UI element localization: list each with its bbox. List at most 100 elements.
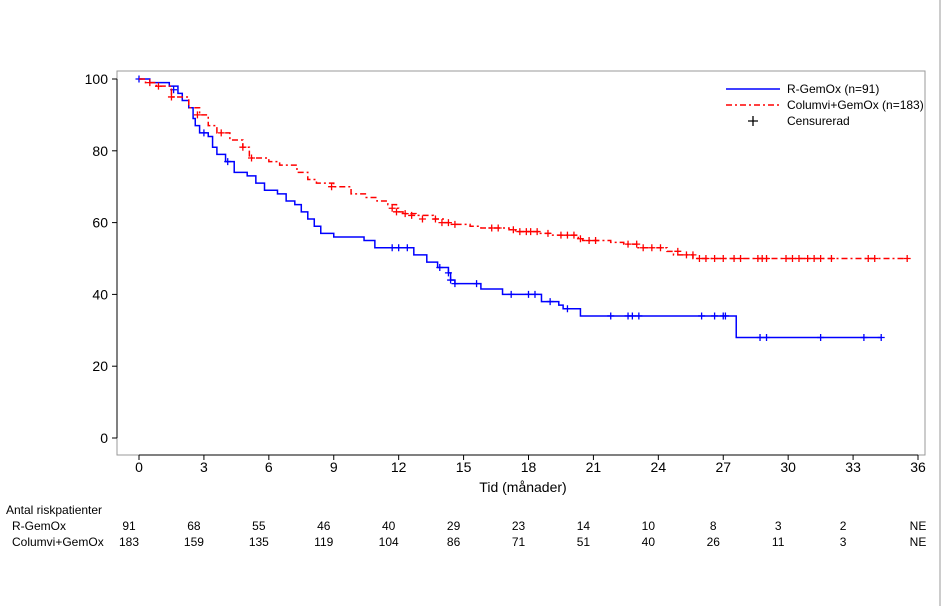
y-tick-label: 40 — [92, 286, 108, 302]
censor-mark — [763, 333, 771, 341]
censor-mark — [903, 255, 911, 262]
risk-count: 26 — [707, 535, 721, 549]
censor-mark — [864, 255, 872, 262]
censor-mark — [674, 247, 682, 255]
censor-mark — [711, 312, 719, 320]
x-tick-label: 33 — [845, 459, 861, 475]
risk-count: 51 — [577, 535, 591, 549]
censor-mark — [544, 229, 552, 237]
risk-row-label: R-GemOx — [12, 519, 66, 533]
censor-mark — [533, 228, 541, 236]
y-tick-label: 0 — [100, 430, 108, 446]
x-tick-label: 21 — [586, 459, 602, 475]
censor-mark — [635, 312, 643, 320]
risk-count: 104 — [379, 535, 399, 549]
censor-mark — [167, 93, 175, 101]
censor-mark — [546, 298, 554, 306]
x-axis-title: Tid (månader) — [479, 479, 566, 495]
risk-count: 3 — [840, 535, 847, 549]
censor-mark — [507, 290, 515, 298]
censor-mark — [860, 333, 868, 341]
x-tick-label: 15 — [456, 459, 472, 475]
survival-curve-r-gemox — [139, 78, 882, 339]
censor-mark — [817, 333, 825, 341]
x-tick-label: 18 — [521, 459, 537, 475]
risk-count: NE — [910, 535, 927, 549]
censor-mark — [248, 154, 256, 162]
censor-mark — [689, 251, 697, 259]
y-tick-label: 20 — [92, 358, 108, 374]
censor-mark — [698, 312, 706, 320]
censor-mark — [624, 240, 632, 248]
legend: R-GemOx (n=91) Columvi+GemOx (n=183) Censu… — [726, 82, 924, 128]
censor-mark — [782, 255, 790, 262]
plot-frame — [116, 70, 926, 456]
risk-count: 40 — [382, 519, 396, 533]
x-tick-label: 0 — [135, 459, 143, 475]
censor-mark — [494, 224, 502, 232]
censor-mark — [795, 255, 803, 262]
censor-mark — [576, 235, 584, 243]
censor-mark — [193, 111, 201, 119]
censor-mark — [570, 231, 578, 239]
censor-mark — [682, 251, 690, 259]
censor-mark — [436, 263, 444, 271]
censor-mark — [563, 305, 571, 313]
risk-count: 23 — [512, 519, 526, 533]
censor-mark — [527, 228, 535, 236]
x-axis: 0 3 6 9 12 15 18 21 24 27 30 33 36 — [135, 454, 926, 475]
censor-mark — [217, 129, 225, 137]
censor-mark — [239, 143, 247, 151]
censor-mark — [395, 244, 403, 252]
y-tick-label: 100 — [85, 71, 109, 87]
risk-count: 91 — [122, 519, 136, 533]
risk-count: 159 — [184, 535, 204, 549]
risk-count: 46 — [317, 519, 331, 533]
risk-count: 183 — [119, 535, 139, 549]
censor-mark — [224, 158, 232, 166]
censor-mark — [563, 231, 571, 239]
censor-mark — [509, 226, 517, 234]
censor-mark — [431, 215, 439, 223]
risk-count: 8 — [710, 519, 717, 533]
risk-count: 3 — [775, 519, 782, 533]
censor-mark — [810, 255, 818, 262]
x-tick-label: 24 — [651, 459, 667, 475]
censor-mark — [516, 228, 524, 236]
y-axis: 0 20 40 60 80 100 — [85, 71, 118, 446]
risk-count: 40 — [642, 535, 656, 549]
risk-count: 68 — [187, 519, 201, 533]
x-tick-label: 36 — [910, 459, 926, 475]
censor-mark — [817, 255, 825, 262]
risk-row-label: Columvi+GemOx — [12, 535, 104, 549]
censor-mark — [388, 244, 396, 252]
risk-table-title: Antal riskpatienter — [6, 503, 102, 517]
censor-mark — [711, 255, 719, 262]
censor-mark — [756, 333, 764, 341]
censor-mark — [447, 276, 455, 284]
risk-count: 135 — [249, 535, 269, 549]
censor-mark — [730, 255, 738, 262]
censor-mark — [451, 280, 459, 288]
censor-mark — [401, 210, 409, 218]
censor-mark — [585, 237, 593, 245]
censor-mark — [200, 129, 208, 137]
x-tick-label: 9 — [330, 459, 338, 475]
risk-count: 86 — [447, 535, 461, 549]
censor-mark — [763, 255, 771, 262]
censor-mark — [737, 255, 745, 262]
censor-mark — [592, 237, 600, 245]
censor-mark — [721, 312, 729, 320]
censor-mark — [804, 255, 812, 262]
censor-mark — [488, 224, 496, 232]
x-tick-label: 30 — [780, 459, 796, 475]
censor-mark — [146, 79, 154, 87]
risk-count: 29 — [447, 519, 461, 533]
censor-mark — [154, 82, 162, 90]
censor-mark — [788, 255, 796, 262]
y-tick-label: 80 — [92, 143, 108, 159]
censor-mark — [393, 208, 401, 216]
censor-mark — [656, 244, 664, 252]
